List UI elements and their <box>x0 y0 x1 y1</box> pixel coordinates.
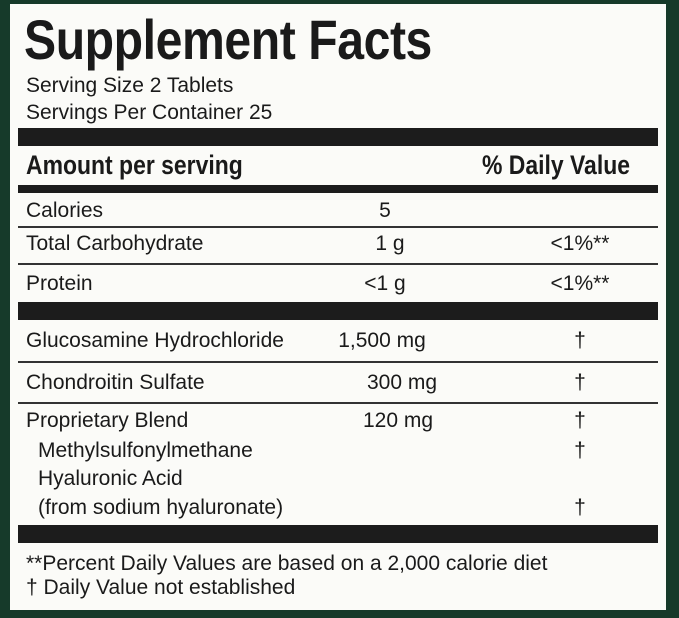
nutrient-name: Chondroitin Sulfate <box>26 371 205 394</box>
amount: <1 g <box>364 272 406 295</box>
title: Supplement Facts <box>24 8 432 71</box>
rule <box>18 263 658 265</box>
amount: 5 <box>379 199 391 222</box>
daily-value: <1%** <box>550 232 610 255</box>
rule <box>18 402 658 404</box>
amount: 1 g <box>375 232 405 255</box>
amount: 120 mg <box>362 409 434 432</box>
daily-value: † <box>574 329 586 352</box>
blend-item: (from sodium hyaluronate) <box>38 496 284 519</box>
footnote: † Daily Value not established <box>26 576 296 599</box>
column-header: Amount per serving <box>26 150 243 180</box>
daily-value: † <box>574 409 586 432</box>
thick-bar <box>18 128 658 146</box>
nutrient-name: Protein <box>26 272 93 295</box>
daily-value: † <box>574 439 586 462</box>
supplement-label: Supplement Facts Serving Size 2 Tablets … <box>10 4 666 610</box>
nutrient-name: Glucosamine Hydrochloride <box>26 329 284 352</box>
thick-bar <box>18 525 658 543</box>
amount: 1,500 mg <box>338 329 426 352</box>
nutrient-name: Proprietary Blend <box>26 409 189 432</box>
blend-item: Methylsulfonylmethane <box>38 439 253 462</box>
blend-item: Hyaluronic Acid <box>38 467 183 490</box>
thick-bar <box>18 185 658 193</box>
rule <box>18 226 658 228</box>
serving-size: Serving Size 2 Tablets <box>26 74 234 97</box>
servings-per-container: Servings Per Container 25 <box>26 101 273 124</box>
thick-bar <box>18 302 658 320</box>
footnote: **Percent Daily Values are based on a 2,… <box>26 552 548 575</box>
daily-value: <1%** <box>550 272 610 295</box>
nutrient-name: Calories <box>26 199 104 222</box>
column-header: % Daily Value <box>482 150 630 180</box>
amount: 300 mg <box>366 371 438 394</box>
nutrient-name: Total Carbohydrate <box>26 232 204 255</box>
daily-value: † <box>574 496 586 519</box>
rule <box>18 361 658 363</box>
daily-value: † <box>574 371 586 394</box>
